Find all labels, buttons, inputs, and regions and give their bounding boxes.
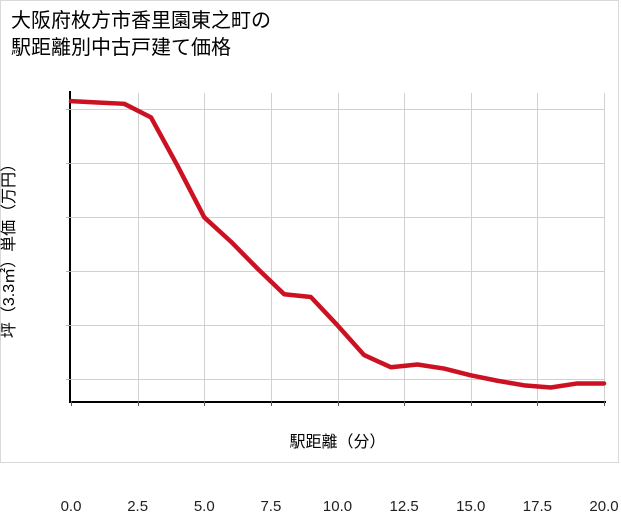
gridline-x	[470, 93, 472, 401]
data-series-line	[68, 98, 607, 390]
x-tick-mark	[404, 401, 406, 406]
x-tick-mark	[204, 401, 206, 406]
x-tick-label: 20.0	[589, 498, 619, 515]
x-tick-mark	[470, 401, 472, 406]
x-tick-mark	[71, 401, 72, 406]
x-tick-mark	[337, 401, 339, 406]
x-tick-label: 10.0	[322, 498, 353, 515]
page-title: 大阪府枚方市香里園東之町の 駅距離別中古戸建て価格	[11, 10, 271, 59]
x-tick-mark	[137, 401, 139, 406]
x-tick-label: 2.5	[127, 498, 149, 515]
gridline-x	[137, 93, 139, 401]
y-tick-mark	[66, 271, 71, 273]
gridline-x	[337, 93, 339, 401]
x-tick-mark	[604, 401, 605, 406]
x-axis-title: 駅距離（分）	[289, 434, 386, 451]
y-axis-title: 坪（3.3㎡）単価（万円）	[1, 155, 18, 339]
x-tick-label: 15.0	[456, 498, 486, 515]
y-tick-mark	[66, 217, 71, 219]
y-tick-mark	[66, 109, 71, 111]
x-tick-label: 17.5	[522, 498, 552, 515]
gridline-x	[604, 93, 605, 401]
x-tick-label: 5.0	[193, 498, 215, 515]
plot-area: 505254565860 0.02.55.07.510.012.515.017.…	[61, 91, 619, 515]
y-tick-mark	[66, 379, 71, 381]
y-axis-line	[69, 91, 71, 403]
y-tick-mark	[66, 325, 71, 327]
x-tick-label: 12.5	[389, 498, 419, 515]
gridline-x	[537, 93, 539, 401]
gridline-x	[204, 93, 206, 401]
y-tick-mark	[66, 163, 71, 165]
x-tick-mark	[270, 401, 272, 406]
x-tick-label: 0.0	[60, 498, 82, 515]
gridline-x	[270, 93, 272, 401]
x-tick-label: 7.5	[260, 498, 282, 515]
x-tick-mark	[537, 401, 539, 406]
gridline-x	[404, 93, 406, 401]
